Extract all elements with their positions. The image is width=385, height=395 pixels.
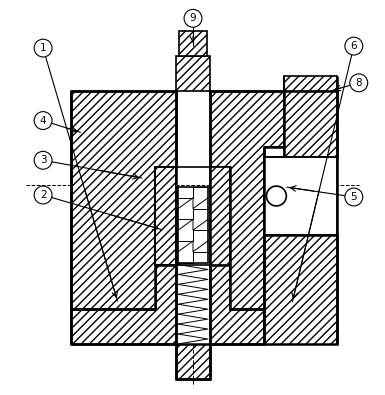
Bar bbox=[178, 187, 208, 263]
Circle shape bbox=[350, 74, 368, 92]
Circle shape bbox=[34, 112, 52, 130]
Text: 6: 6 bbox=[350, 41, 357, 51]
Bar bbox=[179, 31, 207, 56]
Bar bbox=[285, 76, 337, 91]
Bar bbox=[176, 56, 210, 91]
Text: 5: 5 bbox=[350, 192, 357, 202]
Circle shape bbox=[345, 37, 363, 55]
Bar bbox=[176, 344, 210, 379]
Circle shape bbox=[266, 186, 286, 206]
Polygon shape bbox=[210, 91, 285, 309]
Circle shape bbox=[345, 188, 363, 206]
Polygon shape bbox=[264, 235, 337, 344]
Circle shape bbox=[34, 39, 52, 57]
Polygon shape bbox=[71, 91, 176, 309]
Circle shape bbox=[34, 151, 52, 169]
Text: 1: 1 bbox=[40, 43, 47, 53]
Polygon shape bbox=[210, 265, 264, 344]
Bar bbox=[264, 157, 337, 235]
Text: 4: 4 bbox=[40, 116, 47, 126]
Circle shape bbox=[184, 9, 202, 27]
Polygon shape bbox=[71, 265, 176, 344]
Polygon shape bbox=[155, 167, 176, 265]
Polygon shape bbox=[210, 167, 230, 265]
Text: 8: 8 bbox=[355, 78, 362, 88]
Circle shape bbox=[34, 186, 52, 204]
Text: 2: 2 bbox=[40, 190, 47, 200]
Text: 9: 9 bbox=[190, 13, 196, 23]
Polygon shape bbox=[285, 91, 337, 157]
Text: 3: 3 bbox=[40, 155, 47, 165]
